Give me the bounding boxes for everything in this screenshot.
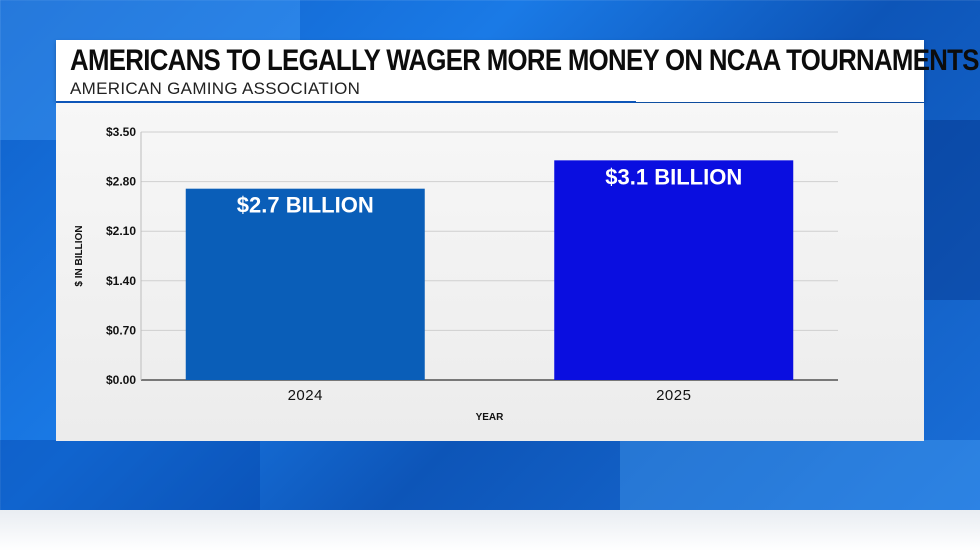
background-tile <box>620 440 980 510</box>
bottom-strip <box>0 510 980 551</box>
x-tick-label: 2024 <box>288 387 323 404</box>
bars <box>185 160 794 380</box>
y-tick-label: $1.40 <box>106 274 136 288</box>
x-tick-label: 2025 <box>656 387 691 404</box>
data-label-2024: $2.7 BILLION <box>237 193 374 218</box>
x-axis-title: YEAR <box>476 412 505 423</box>
background-tile <box>0 440 260 510</box>
bar-2024 <box>185 188 425 380</box>
chart-panel: $0.00 $0.70 $1.40 $2.10 $2.80 $3.50 $2.7 BILL… <box>56 103 924 441</box>
y-tick-label: $2.10 <box>106 224 136 238</box>
y-tick-label: $2.80 <box>106 175 136 189</box>
y-tick-label: $3.50 <box>106 125 136 139</box>
y-axis-title: $ IN BILLION <box>74 225 85 286</box>
x-axis-ticks: 2024 2025 <box>288 387 691 404</box>
bar-2025 <box>554 160 794 380</box>
chart-title: AMERICANS TO LEGALLY WAGER MORE MONEY ON… <box>70 44 979 77</box>
data-label-2025: $3.1 BILLION <box>605 164 742 189</box>
bar-chart: $0.00 $0.70 $1.40 $2.10 $2.80 $3.50 $2.7 BILL… <box>74 125 838 423</box>
data-labels: $2.7 BILLION $3.1 BILLION <box>237 164 742 217</box>
title-banner: AMERICANS TO LEGALLY WAGER MORE MONEY ON… <box>56 40 979 102</box>
y-axis-ticks: $0.00 $0.70 $1.40 $2.10 $2.80 $3.50 <box>106 125 136 387</box>
chart-subtitle: AMERICAN GAMING ASSOCIATION <box>70 79 361 98</box>
y-tick-label: $0.00 <box>106 373 136 387</box>
y-tick-label: $0.70 <box>106 323 136 337</box>
subtitle-divider <box>56 101 636 103</box>
